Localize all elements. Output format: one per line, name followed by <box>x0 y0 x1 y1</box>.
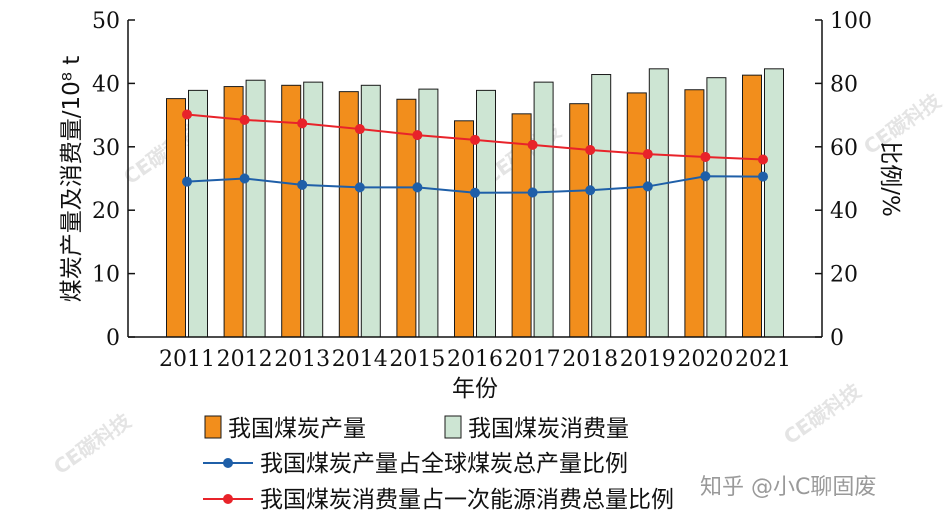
line-point-consumption-share <box>585 144 596 155</box>
x-axis-title: 年份 <box>452 376 498 402</box>
x-tick-label: 2017 <box>505 347 561 372</box>
line-point-production-share <box>642 181 653 192</box>
bar-production <box>684 89 705 338</box>
x-tick-label: 2014 <box>332 347 388 372</box>
line-point-consumption-share <box>412 130 423 141</box>
x-tick-label: 2019 <box>620 347 676 372</box>
line-point-production-share <box>758 171 768 182</box>
line-point-production-share <box>182 176 192 187</box>
line-point-production-share <box>585 185 596 196</box>
legend-label-production: 我国煤炭产量 <box>228 416 366 442</box>
bar-production <box>223 86 244 338</box>
line-point-production-share <box>527 187 538 198</box>
attribution-text: 知乎 @小C聊固废 <box>700 475 876 500</box>
right-tick-label: 0 <box>830 326 844 351</box>
legend-swatch-consumption <box>444 415 462 439</box>
right-tick-label: 40 <box>830 199 858 224</box>
legend: 我国煤炭产量 我国煤炭消费量我国煤炭产量占全球煤炭总产量比例我国煤炭消费量占一次能… <box>203 415 674 513</box>
x-tick-label: 2011 <box>159 347 215 372</box>
bar-consumption <box>476 89 496 338</box>
plot-area <box>166 68 784 338</box>
bar-consumption <box>706 77 727 338</box>
x-tick-label: 2021 <box>735 347 791 372</box>
left-tick-label: 40 <box>92 72 120 97</box>
left-tick-label: 50 <box>92 9 120 34</box>
line-point-consumption-share <box>239 114 250 125</box>
bar-consumption <box>188 89 208 338</box>
line-point-consumption-share <box>642 149 653 160</box>
bar-production <box>626 92 647 338</box>
legend-label-consumption-share: 我国煤炭消费量占一次能源消费总量比例 <box>260 487 674 513</box>
bar-consumption <box>360 84 381 338</box>
x-tick-label: 2020 <box>677 347 733 372</box>
left-tick-label: 20 <box>92 199 120 224</box>
left-tick-label: 10 <box>92 263 120 288</box>
line-point-production-share <box>470 187 480 198</box>
bar-production <box>454 120 474 338</box>
bar-consumption <box>648 68 669 338</box>
line-point-consumption-share <box>700 151 711 162</box>
right-axis-title: 比例/% <box>877 141 903 217</box>
bar-consumption <box>303 81 324 338</box>
line-point-consumption-share <box>297 118 308 129</box>
right-tick-label: 20 <box>830 263 858 288</box>
line-point-production-share <box>412 182 423 193</box>
watermark-text: CE碳科技 <box>49 408 136 479</box>
line-point-consumption-share <box>758 154 768 165</box>
bar-consumption <box>764 68 784 338</box>
right-tick-label: 100 <box>830 9 872 34</box>
bar-production <box>569 103 590 338</box>
legend-swatch-production <box>204 415 222 439</box>
left-tick-label: 0 <box>106 326 120 351</box>
line-point-production-share <box>297 179 308 190</box>
x-tick-label: 2016 <box>447 347 503 372</box>
right-tick-label: 80 <box>830 72 858 97</box>
bar-consumption <box>591 74 612 338</box>
line-point-production-share <box>700 171 711 182</box>
line-point-consumption-share <box>182 109 192 120</box>
line-point-production-share <box>354 182 365 193</box>
left-axis-title: 煤炭产量及消费量/10⁸ t <box>59 56 85 303</box>
line-point-consumption-share <box>354 124 365 135</box>
line-point-production-share <box>239 173 250 184</box>
legend-label-consumption: 我国煤炭消费量 <box>468 416 629 442</box>
right-tick-label: 60 <box>830 136 858 161</box>
x-tick-label: 2015 <box>389 347 445 372</box>
legend-label-production-share: 我国煤炭产量占全球煤炭总产量比例 <box>260 451 628 477</box>
bar-production <box>166 98 186 338</box>
x-tick-label: 2018 <box>562 347 618 372</box>
left-tick-label: 30 <box>92 136 120 161</box>
x-tick-label: 2013 <box>274 347 330 372</box>
bar-consumption <box>533 81 554 338</box>
line-point-consumption-share <box>470 134 480 145</box>
bar-production <box>742 74 762 338</box>
x-tick-label: 2012 <box>217 347 273 372</box>
legend-marker-consumption-share <box>223 494 233 504</box>
bar-consumption <box>418 88 439 338</box>
line-point-consumption-share <box>527 139 538 150</box>
legend-marker-production-share <box>223 458 233 468</box>
watermark-text: CE碳科技 <box>779 378 866 449</box>
